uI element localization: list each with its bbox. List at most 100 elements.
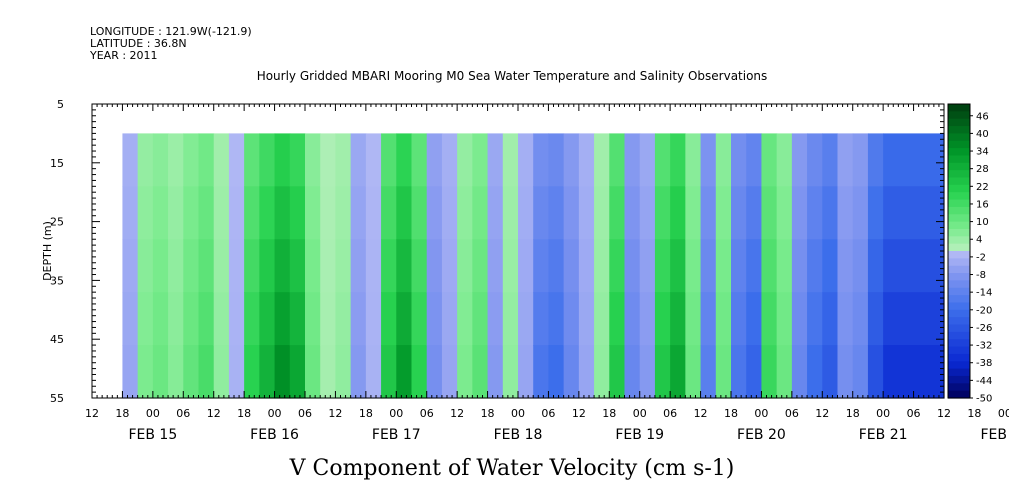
heatmap-cell [183, 239, 200, 293]
heatmap-cell [274, 133, 291, 187]
y-axis-label: DEPTH (m) [41, 221, 54, 281]
x-hour-label: 00 [268, 407, 282, 420]
heatmap-cell [883, 345, 945, 399]
heatmap-cell [654, 345, 671, 399]
heatmap-cell [274, 186, 291, 240]
colorbar-swatch [948, 184, 970, 193]
heatmap-cell [168, 239, 184, 293]
colorbar-swatch [948, 155, 970, 164]
heatmap-cell [776, 345, 793, 399]
colorbar-swatch [948, 199, 970, 208]
heatmap-cell [822, 345, 839, 399]
heatmap-cell [837, 186, 854, 240]
heatmap-cell [867, 239, 884, 293]
colorbar-label: -38 [976, 358, 992, 369]
heatmap-cell [837, 133, 854, 187]
heatmap-cell [487, 239, 504, 293]
heatmap-cell [198, 345, 215, 399]
heatmap-cell [320, 133, 337, 187]
x-date-label: FEB 15 [128, 427, 177, 443]
heatmap-cell [533, 133, 550, 187]
heatmap-cell [228, 345, 245, 399]
heatmap-cell [761, 239, 778, 293]
heatmap-cell [548, 133, 565, 187]
heatmap-cell [822, 186, 839, 240]
heatmap-cell [867, 292, 884, 346]
heatmap-cell [259, 133, 276, 187]
latitude-label: LATITUDE : 36.8N [90, 37, 187, 50]
heatmap-cell [441, 239, 458, 293]
heatmap-cell [852, 186, 869, 240]
x-hour-label: 18 [967, 407, 981, 420]
heatmap-cell [289, 239, 306, 293]
heatmap-cell [502, 239, 519, 293]
heatmap-cell [700, 292, 717, 346]
x-hour-label: 00 [389, 407, 403, 420]
heatmap-cell [685, 239, 702, 293]
colorbar-swatch [948, 133, 970, 142]
heatmap-cell [715, 133, 732, 187]
heatmap-cell [365, 186, 382, 240]
heatmap-cell [624, 292, 641, 346]
heatmap-cell [746, 186, 763, 240]
heatmap-cell [350, 239, 367, 293]
heatmap-cell [518, 345, 534, 399]
heatmap-cell [381, 133, 397, 187]
heatmap-cell [122, 239, 139, 293]
colorbar-swatch [948, 273, 970, 281]
heatmap-cell [274, 239, 291, 293]
colorbar-swatch [948, 221, 970, 230]
heatmap-cell [578, 292, 595, 346]
x-hour-label: 12 [207, 407, 221, 420]
heatmap-cell [244, 345, 260, 399]
heatmap-cell [213, 239, 230, 293]
heatmap-cell [715, 186, 732, 240]
y-tick-label: 45 [50, 333, 64, 346]
heatmap-cell [563, 239, 580, 293]
heatmap-cell [715, 292, 732, 346]
heatmap-cell [289, 186, 306, 240]
heatmap-cell [563, 133, 580, 187]
heatmap-cell [578, 239, 595, 293]
heatmap-cell [320, 345, 337, 399]
heatmap-cell [122, 133, 139, 187]
heatmap-cell [837, 345, 854, 399]
heatmap-cell [472, 292, 489, 346]
colorbar-swatch [948, 361, 970, 370]
heatmap-cell [791, 345, 808, 399]
heatmap-cell [533, 292, 550, 346]
colorbar-swatch [948, 383, 970, 392]
heatmap-cell [578, 186, 595, 240]
heatmap-cell [259, 186, 276, 240]
x-date-label: FEB 22 [980, 427, 1009, 443]
colorbar-swatch [948, 353, 970, 362]
heatmap-cell [791, 186, 808, 240]
x-hour-label: 12 [937, 407, 951, 420]
colorbar-swatch [948, 309, 970, 318]
heatmap-cell [731, 345, 747, 399]
colorbar-swatch [948, 331, 970, 340]
x-hour-label: 18 [115, 407, 129, 420]
heatmap-cell [426, 186, 443, 240]
colorbar-label: -50 [976, 394, 992, 405]
heatmap-cell [807, 186, 823, 240]
x-hour-label: 00 [998, 407, 1009, 420]
heatmap-cell [670, 292, 686, 346]
heatmap-cell [411, 239, 428, 293]
heatmap-cell [761, 292, 778, 346]
colorbar-swatch [948, 280, 970, 289]
heatmap-cell [441, 133, 458, 187]
heatmap-cell [472, 345, 489, 399]
heatmap-cell [213, 292, 230, 346]
x-hour-label: 18 [481, 407, 495, 420]
heatmap-cell [426, 292, 443, 346]
heatmap-cell [731, 239, 747, 293]
heatmap-cell [670, 345, 686, 399]
heatmap-cell [411, 292, 428, 346]
heatmap-cell [335, 292, 352, 346]
heatmap-cell [426, 239, 443, 293]
x-hour-label: 00 [754, 407, 768, 420]
heatmap-cell [122, 186, 139, 240]
heatmap-cell [441, 186, 458, 240]
